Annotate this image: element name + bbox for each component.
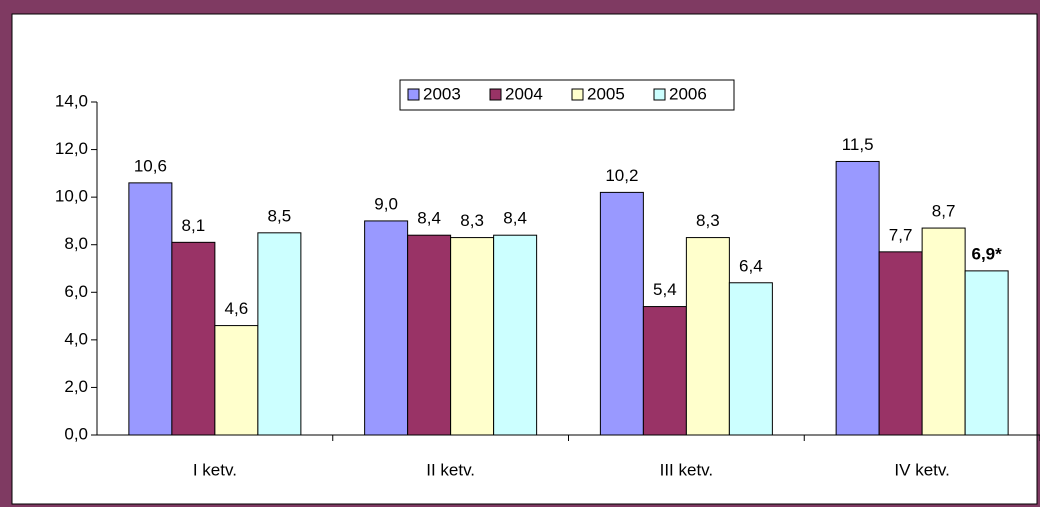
bar [964, 270, 1009, 436]
y-tick-label: 4,0 [64, 329, 88, 348]
bar [171, 241, 216, 436]
legend-swatch [489, 88, 502, 101]
bar [364, 220, 409, 436]
bar [257, 232, 302, 436]
data-label: 8,4 [417, 209, 441, 228]
bar [407, 234, 452, 436]
data-label: 8,3 [460, 211, 484, 230]
legend-swatch [407, 88, 420, 101]
data-label: 9,0 [374, 194, 398, 213]
bar [128, 182, 173, 436]
bar [728, 282, 773, 436]
legend-label: 2005 [587, 84, 625, 103]
bar [450, 237, 495, 436]
x-tick-label: I ketv. [193, 460, 237, 479]
bar [599, 191, 644, 436]
data-label: 11,5 [842, 135, 874, 154]
data-label: 8,1 [182, 216, 206, 235]
y-tick-label: 8,0 [64, 234, 88, 253]
x-tick-label: II ketv. [426, 460, 475, 479]
data-label: 8,5 [268, 206, 292, 225]
bar [835, 160, 880, 436]
bar [214, 325, 259, 436]
legend-label: 2006 [669, 84, 707, 103]
bar [685, 237, 730, 436]
legend-box [399, 79, 735, 111]
y-tick-label: 14,0 [55, 91, 88, 110]
data-label: 8,7 [932, 202, 956, 221]
data-label: 5,4 [653, 280, 677, 299]
x-tick-label: IV ketv. [894, 460, 949, 479]
legend-label: 2004 [505, 84, 543, 103]
data-label: 6,9* [972, 244, 1003, 263]
data-label: 8,3 [696, 211, 720, 230]
legend-label: 2003 [423, 84, 461, 103]
x-tick-label: III ketv. [660, 460, 714, 479]
data-label: 8,4 [503, 209, 527, 228]
data-label: 10,6 [134, 156, 167, 175]
bar [921, 227, 966, 436]
bar [642, 306, 687, 436]
data-label: 7,7 [889, 225, 913, 244]
y-tick-label: 10,0 [55, 187, 88, 206]
data-label: 4,6 [225, 299, 249, 318]
legend-swatch [653, 88, 666, 101]
legend: 2003 2004 2005 2006 [399, 79, 735, 111]
y-tick-label: 6,0 [64, 282, 88, 301]
y-tick-label: 12,0 [55, 139, 88, 158]
bar [493, 234, 538, 436]
legend-swatch [571, 88, 584, 101]
data-label: 6,4 [739, 256, 763, 275]
data-label: 10,2 [605, 166, 638, 185]
bar [878, 251, 923, 436]
y-tick-label: 0,0 [64, 424, 88, 443]
y-tick-label: 2,0 [64, 377, 88, 396]
